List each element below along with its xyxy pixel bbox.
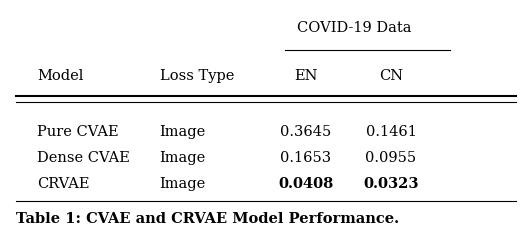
- Text: Image: Image: [160, 176, 206, 190]
- Text: 0.0955: 0.0955: [365, 151, 417, 165]
- Text: Dense CVAE: Dense CVAE: [37, 151, 130, 165]
- Text: CN: CN: [379, 69, 403, 83]
- Text: Image: Image: [160, 151, 206, 165]
- Text: 0.0408: 0.0408: [278, 176, 334, 190]
- Text: 0.3645: 0.3645: [280, 125, 331, 139]
- Text: Image: Image: [160, 125, 206, 139]
- Text: COVID-19 Data: COVID-19 Data: [296, 21, 411, 35]
- Text: 0.1461: 0.1461: [365, 125, 417, 139]
- Text: CRVAE: CRVAE: [37, 176, 90, 190]
- Text: 0.1653: 0.1653: [280, 151, 331, 165]
- Text: Table 1: CVAE and CRVAE Model Performance.: Table 1: CVAE and CRVAE Model Performanc…: [16, 211, 399, 225]
- Text: 0.0323: 0.0323: [363, 176, 419, 190]
- Text: EN: EN: [294, 69, 318, 83]
- Text: Loss Type: Loss Type: [160, 69, 234, 83]
- Text: Pure CVAE: Pure CVAE: [37, 125, 119, 139]
- Text: Model: Model: [37, 69, 84, 83]
